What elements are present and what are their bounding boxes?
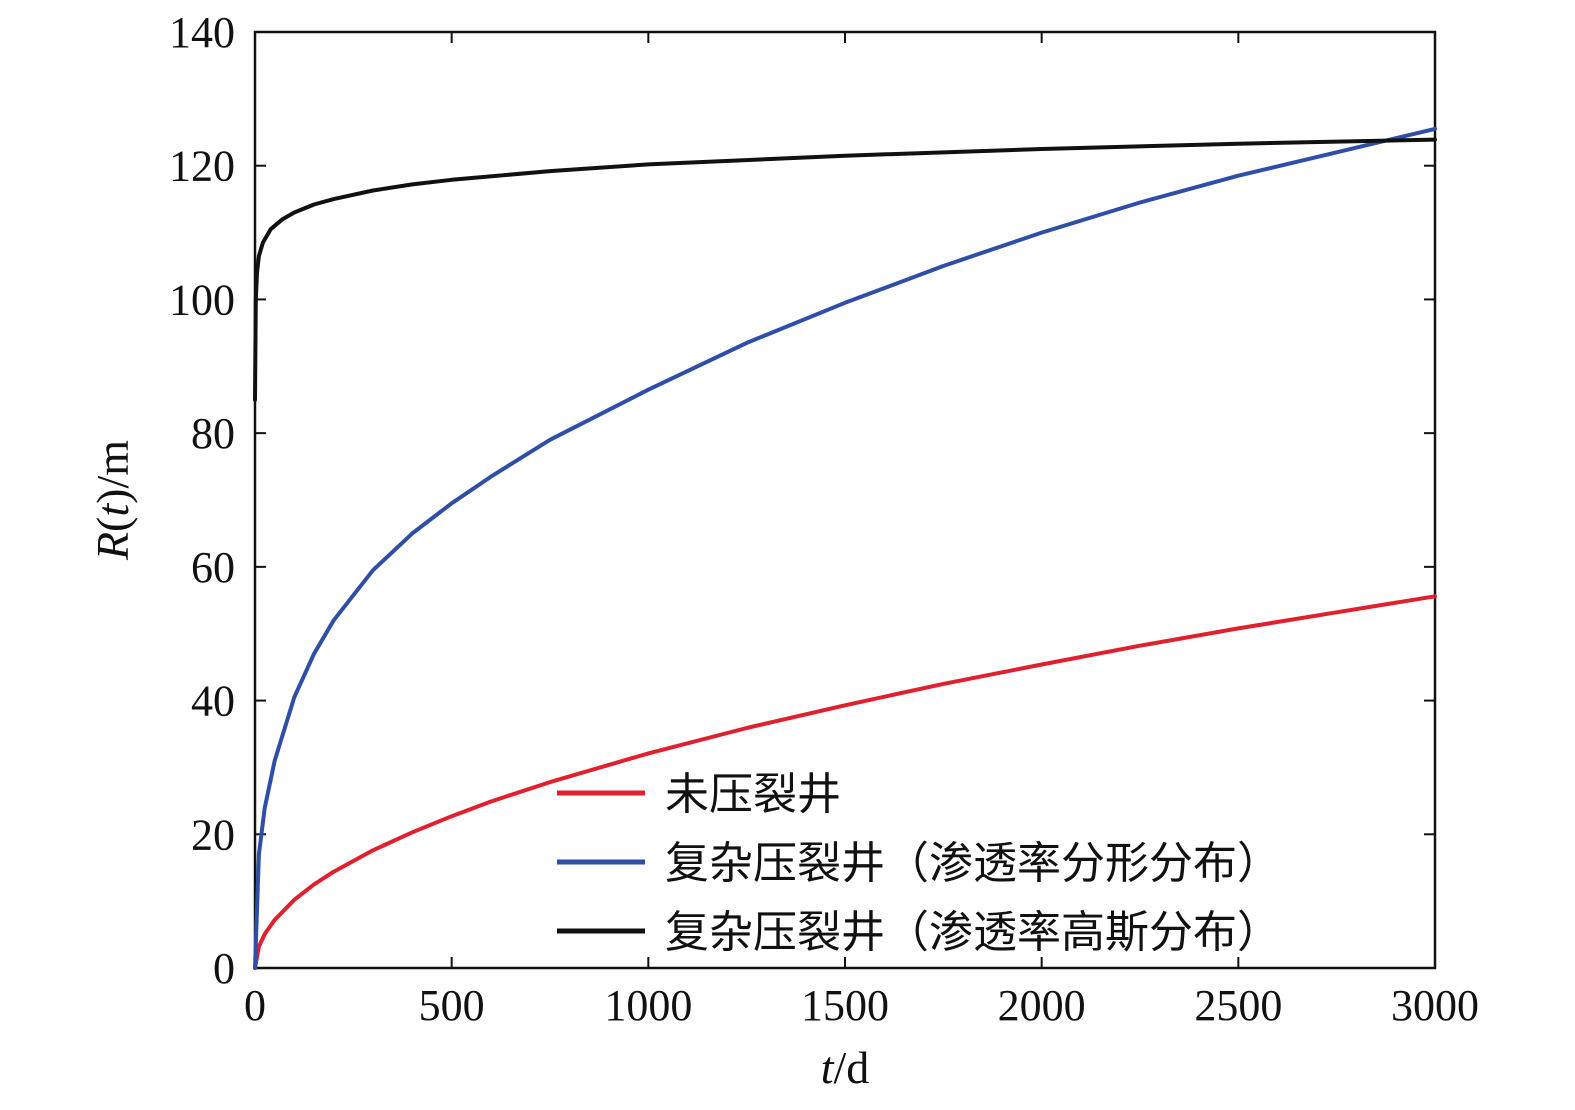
- x-tick-label-2: 1000: [604, 981, 692, 1030]
- series-line-0: [253, 594, 1437, 970]
- y-tick-label-0: 0: [213, 944, 235, 993]
- y-tick-label-5: 100: [169, 275, 235, 324]
- x-axis-label: t/d: [821, 1042, 870, 1093]
- y-tick-label-3: 60: [191, 543, 235, 592]
- y-axis-label: R(t)/m: [87, 440, 138, 561]
- x-tick-label-4: 2000: [998, 981, 1086, 1030]
- y-axis-label-open: (: [87, 517, 138, 532]
- y-axis-label-unit: )/m: [87, 440, 138, 504]
- y-tick-label-1: 20: [191, 810, 235, 859]
- tick-labels: 0 500 1000 1500 2000 2500 3000 0 20 40 60 80 100 120 1…: [169, 8, 1479, 1030]
- series-line-1: [253, 126, 1437, 970]
- plot-area: 0 500 1000 1500 2000 2500 3000 0 20 40 60 80 100 120 1…: [169, 8, 1479, 1030]
- series-line-2: [253, 137, 1437, 402]
- legend-label-1: 复杂压裂井（渗透率分形分布）: [665, 838, 1281, 889]
- y-tick-label-7: 140: [169, 8, 235, 57]
- x-tick-label-0: 0: [244, 981, 266, 1030]
- x-tick-label-3: 1500: [801, 981, 889, 1030]
- y-tick-label-2: 40: [191, 677, 235, 726]
- x-tick-label-6: 3000: [1391, 981, 1479, 1030]
- x-axis-label-var: t: [821, 1042, 835, 1093]
- x-tick-label-1: 500: [419, 981, 485, 1030]
- x-axis-label-unit: /d: [834, 1042, 870, 1093]
- y-tick-label-6: 120: [169, 142, 235, 191]
- x-tick-label-5: 2500: [1194, 981, 1282, 1030]
- y-axis-label-var: R: [87, 532, 138, 561]
- legend-label-0: 未压裂井: [665, 769, 841, 820]
- axis-ticks: [254, 31, 1436, 969]
- y-tick-label-4: 80: [191, 409, 235, 458]
- series-lines: [253, 126, 1437, 970]
- y-axis-label-var2: t: [87, 503, 138, 517]
- legend-label-2: 复杂压裂井（渗透率高斯分布）: [665, 907, 1281, 958]
